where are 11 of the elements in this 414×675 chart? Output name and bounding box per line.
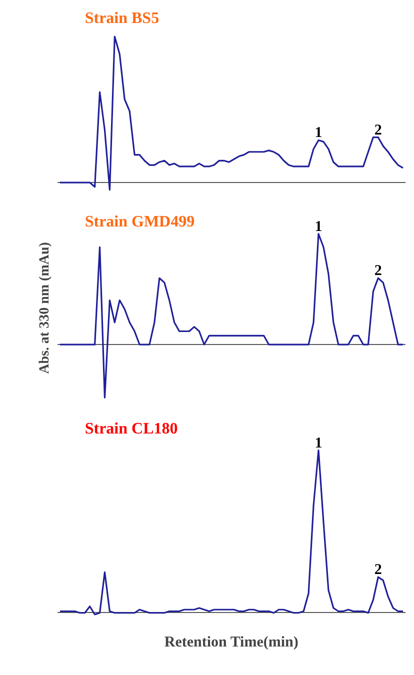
annotation: 1 bbox=[314, 218, 322, 235]
chart-title: Strain CL180 bbox=[84, 420, 178, 438]
y-axis-title: Abs. at 330 nm (mAu) bbox=[38, 242, 52, 374]
chart-title: Strain GMD499 bbox=[84, 214, 195, 231]
annotation: 2 bbox=[374, 562, 382, 578]
chart-title: Strain BS5 bbox=[84, 10, 160, 27]
annotation: 1 bbox=[314, 435, 322, 452]
annotation: 2 bbox=[374, 122, 382, 138]
annotation: 2 bbox=[374, 263, 382, 280]
annotation: 1 bbox=[314, 125, 322, 142]
x-axis-title: Retention Time(min) bbox=[164, 634, 298, 650]
